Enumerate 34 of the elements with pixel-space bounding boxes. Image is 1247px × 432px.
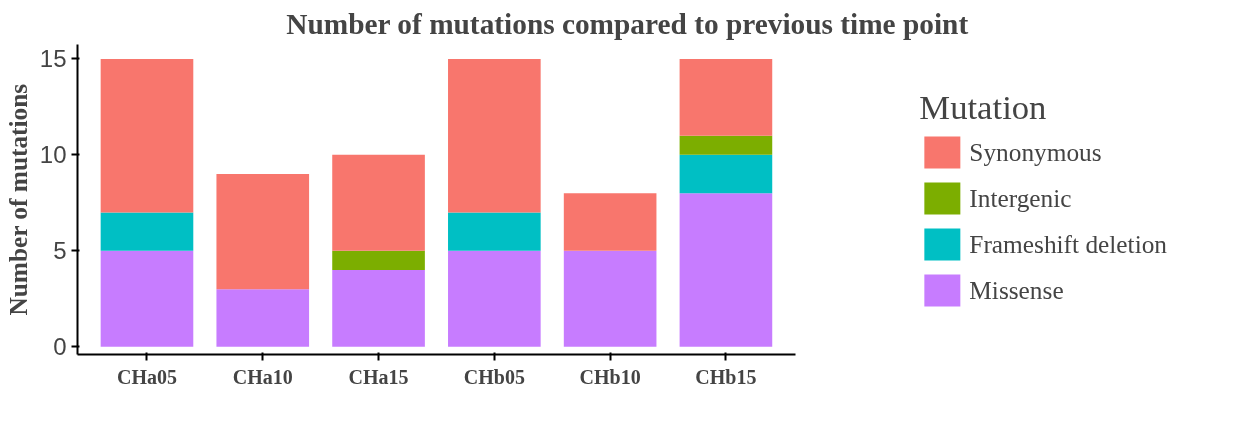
bar xyxy=(100,250,194,347)
bar xyxy=(679,193,773,347)
x-tick-label: CHa05 xyxy=(116,365,177,388)
bar xyxy=(563,250,657,347)
y-tick-label: 0 xyxy=(53,333,67,361)
bar xyxy=(332,154,425,251)
bar xyxy=(100,212,194,251)
y-tick-label: 10 xyxy=(39,141,67,169)
legend-label: Frameshift deletion xyxy=(969,228,1167,260)
bar xyxy=(448,58,541,213)
legend-label: Missense xyxy=(969,274,1064,306)
bar xyxy=(216,174,310,290)
bar xyxy=(100,58,194,213)
bar xyxy=(448,250,541,347)
y-tick-label: 5 xyxy=(53,237,67,265)
bar xyxy=(679,135,773,155)
bar xyxy=(332,270,425,347)
y-tick-label: 15 xyxy=(39,45,67,73)
x-tick-label: CHb15 xyxy=(695,365,757,388)
y-axis-title: Number of mutations xyxy=(3,83,32,316)
bar xyxy=(332,250,425,271)
x-tick-label: CHb10 xyxy=(579,365,641,388)
x-tick-label: CHa15 xyxy=(348,365,409,388)
x-tick-label: CHb05 xyxy=(463,365,525,388)
bar xyxy=(679,154,773,194)
x-tick-label: CHa10 xyxy=(232,365,293,388)
bar xyxy=(679,58,773,136)
legend-label: Intergenic xyxy=(969,182,1072,214)
bar xyxy=(563,193,657,251)
legend-title: Mutation xyxy=(919,88,1048,127)
bar xyxy=(216,289,310,347)
legend-label: Synonymous xyxy=(969,136,1102,168)
chart-title: Number of mutations compared to previous time point xyxy=(286,7,969,40)
bar xyxy=(448,212,541,251)
